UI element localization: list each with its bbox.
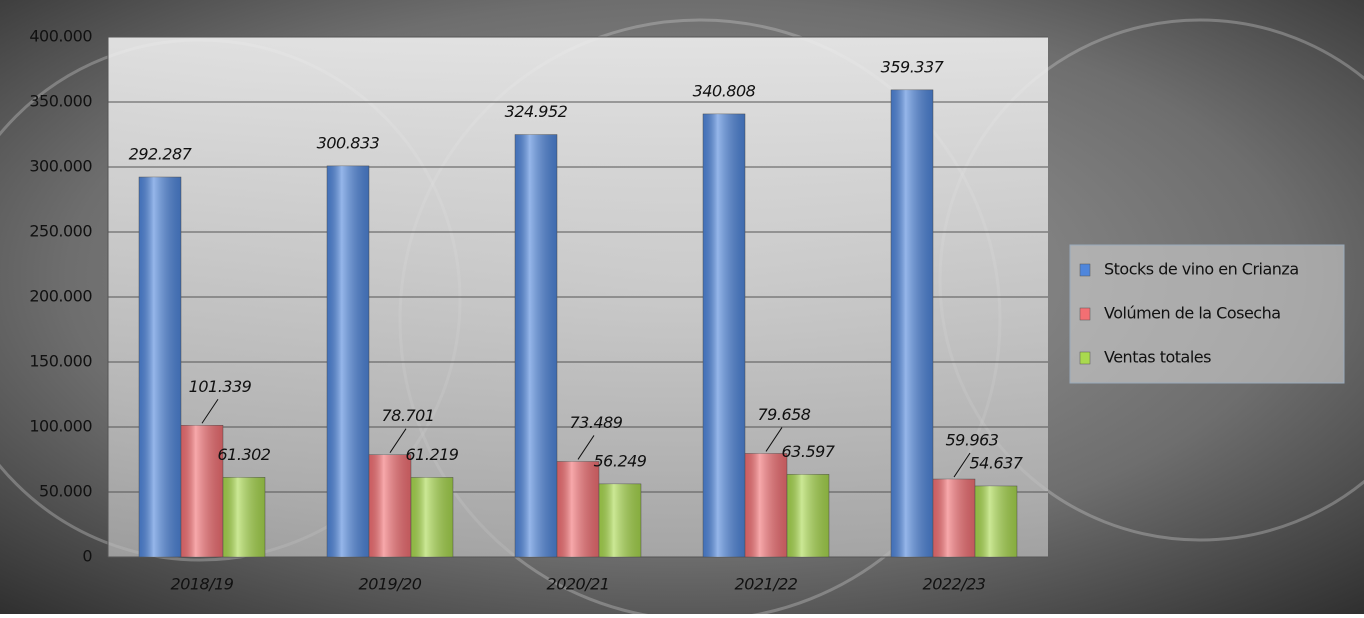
bar-gloss: [411, 477, 453, 557]
bar-gloss: [557, 461, 599, 557]
value-label: 292.287: [129, 145, 193, 164]
legend-label: Stocks de vino en Crianza: [1104, 260, 1299, 279]
bar-gloss: [975, 486, 1017, 557]
value-label: 340.808: [693, 81, 756, 100]
bar-gloss: [891, 90, 933, 557]
x-tick-label: 2019/20: [359, 575, 422, 594]
y-tick-label: 400.000: [29, 27, 92, 46]
bar-gloss: [327, 166, 369, 557]
legend-marker: [1080, 352, 1090, 364]
value-label: 56.249: [594, 451, 647, 470]
legend-marker: [1080, 264, 1090, 276]
value-label: 61.302: [218, 445, 271, 464]
bar-gloss: [369, 455, 411, 557]
value-label: 101.339: [189, 377, 252, 396]
legend-marker: [1080, 308, 1090, 320]
value-label: 61.219: [406, 445, 459, 464]
bar-gloss: [787, 474, 829, 557]
bar-gloss: [599, 484, 641, 557]
value-label: 79.658: [758, 405, 811, 424]
value-label: 59.963: [946, 431, 999, 450]
y-tick-label: 100.000: [29, 417, 92, 436]
x-tick-label: 2022/23: [923, 575, 986, 594]
legend-label: Ventas totales: [1104, 348, 1211, 367]
x-tick-label: 2018/19: [171, 575, 234, 594]
value-label: 78.701: [382, 406, 435, 425]
bar-gloss: [703, 114, 745, 557]
x-tick-label: 2020/21: [547, 575, 610, 594]
bar-gloss: [933, 479, 975, 557]
y-tick-label: 0: [82, 547, 92, 566]
value-label: 63.597: [782, 442, 836, 461]
y-tick-label: 300.000: [29, 157, 92, 176]
y-tick-label: 250.000: [29, 222, 92, 241]
value-label: 73.489: [570, 413, 623, 432]
bar-gloss: [745, 453, 787, 557]
x-tick-label: 2021/22: [735, 575, 798, 594]
y-tick-label: 50.000: [39, 482, 92, 501]
y-tick-label: 150.000: [29, 352, 92, 371]
bar-gloss: [223, 477, 265, 557]
y-tick-label: 350.000: [29, 92, 92, 111]
value-label: 300.833: [317, 133, 380, 152]
y-tick-label: 200.000: [29, 287, 92, 306]
value-label: 54.637: [970, 453, 1024, 472]
legend-label: Volúmen de la Cosecha: [1104, 304, 1281, 323]
bar-gloss: [515, 135, 557, 557]
chart: 0 50.000 100.000 150.000 200.000 250.000 300.0…: [0, 0, 1364, 614]
value-label: 324.952: [505, 102, 568, 121]
bar-gloss: [139, 177, 181, 557]
value-label: 359.337: [881, 57, 945, 76]
